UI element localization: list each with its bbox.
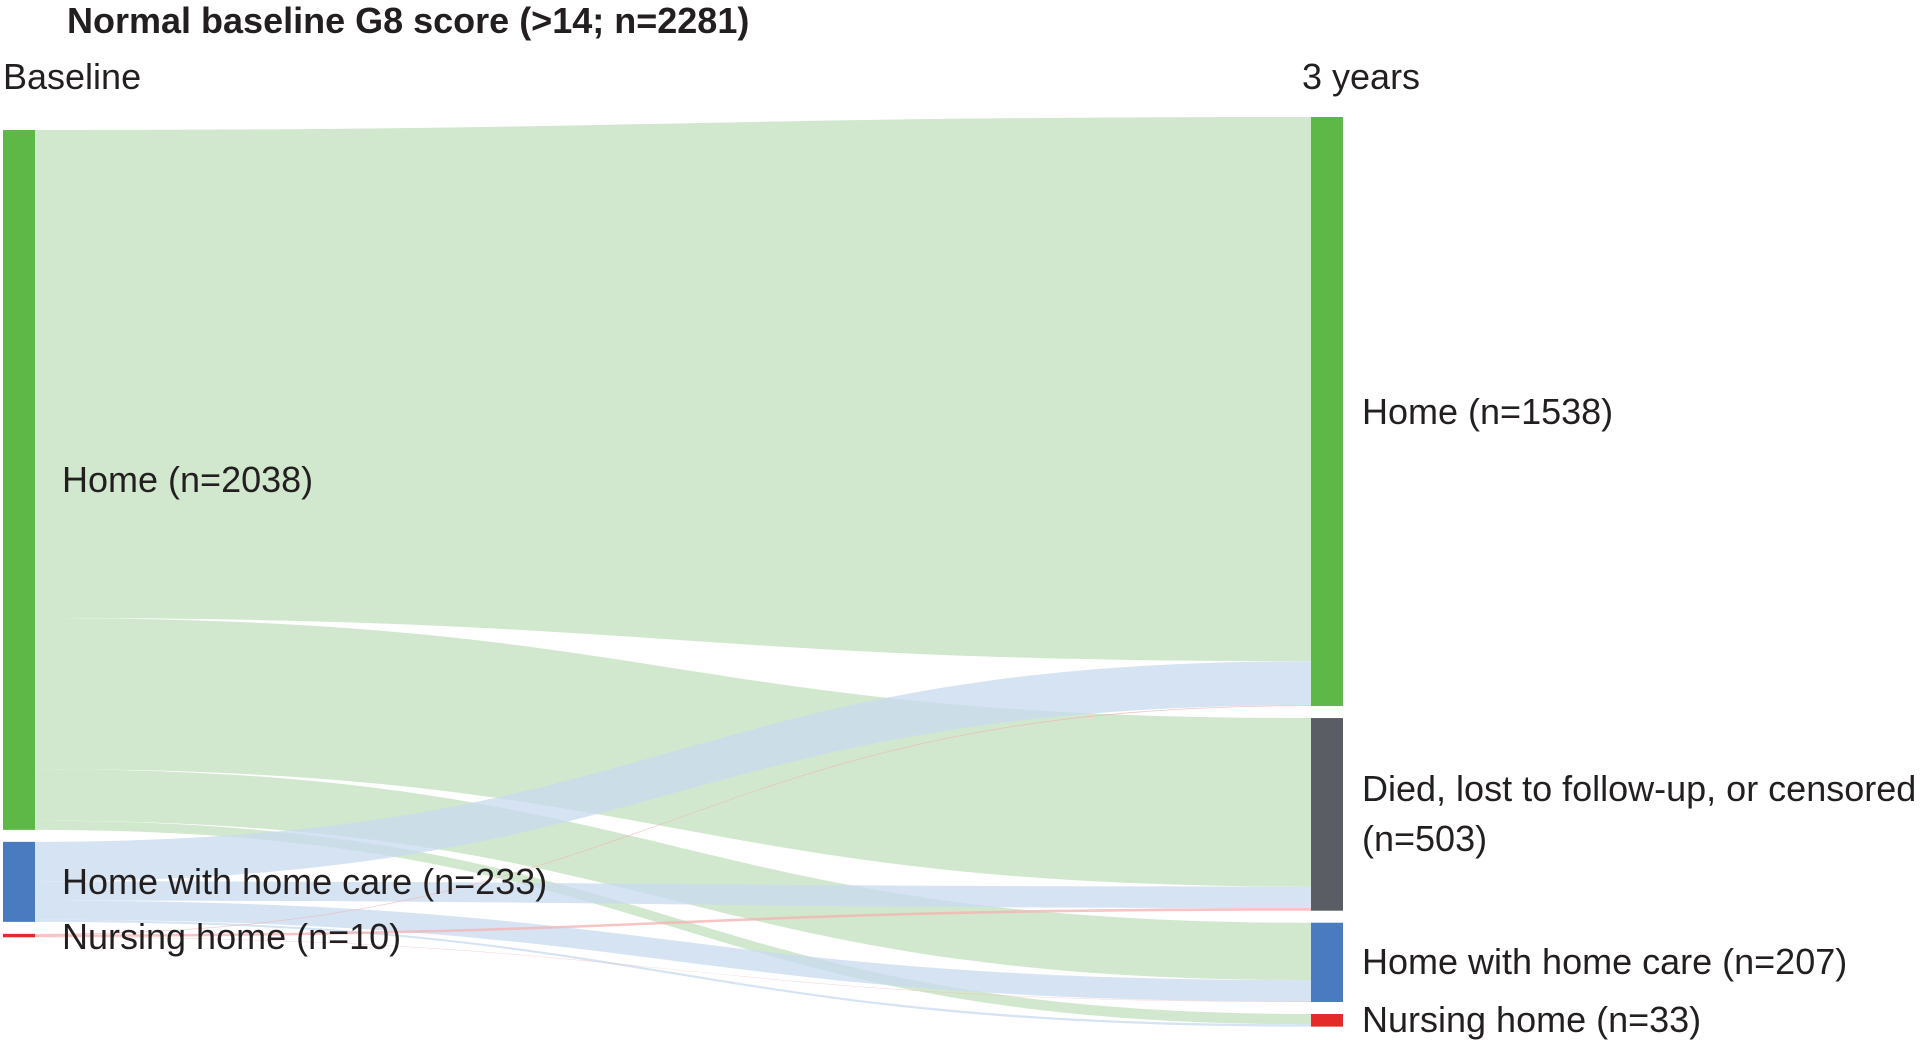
chart-title: Normal baseline G8 score (>14; n=2281) xyxy=(67,0,750,41)
three-years-node-nursing-home xyxy=(1311,1013,1343,1027)
baseline-node-home-with-home-care xyxy=(3,841,35,922)
baseline-node-nursing-home xyxy=(3,933,35,938)
three-years-label-home: Home (n=1538) xyxy=(1362,390,1614,432)
column-header-baseline: Baseline xyxy=(3,56,142,97)
column-header-3-years: 3 years xyxy=(1302,56,1421,97)
flow-nursing-home-to-home-with-home-care xyxy=(35,936,1311,1002)
three-years-label-nursing-home: Nursing home (n=33) xyxy=(1362,999,1702,1041)
flow-nursing-home-to-died-lost-to-follow-up-or-censored xyxy=(35,908,1311,937)
three-years-node-home xyxy=(1311,117,1343,707)
baseline-label-home: Home (n=2038) xyxy=(62,458,314,500)
sankey-nodes xyxy=(3,117,1343,1027)
baseline-label-home-with-home-care: Home with home care (n=233) xyxy=(62,860,548,902)
baseline-label-nursing-home: Nursing home (n=10) xyxy=(62,915,402,957)
flow-home-with-home-care-to-home xyxy=(35,661,1311,882)
flow-home-with-home-care-to-home-with-home-care xyxy=(35,900,1311,1002)
sankey-links xyxy=(35,117,1311,1027)
flow-nursing-home-to-home xyxy=(35,705,1311,935)
flow-home-to-home-with-home-care xyxy=(35,769,1311,981)
three-years-node-died-lost-to-follow-up-or-censored xyxy=(1311,718,1343,911)
flow-home-with-home-care-to-died-lost-to-follow-up-or-censored xyxy=(35,881,1311,909)
three-years-node-home-with-home-care xyxy=(1311,922,1343,1002)
three-years-label-died-lost-to-follow-up-or-censored: Died, lost to follow-up, or censored (n=… xyxy=(1362,768,1917,860)
flow-home-with-home-care-to-nursing-home xyxy=(35,919,1311,1027)
baseline-node-home xyxy=(3,130,35,830)
three-years-label-home-with-home-care: Home with home care (n=207) xyxy=(1362,941,1848,983)
flow-home-to-home xyxy=(35,117,1311,662)
